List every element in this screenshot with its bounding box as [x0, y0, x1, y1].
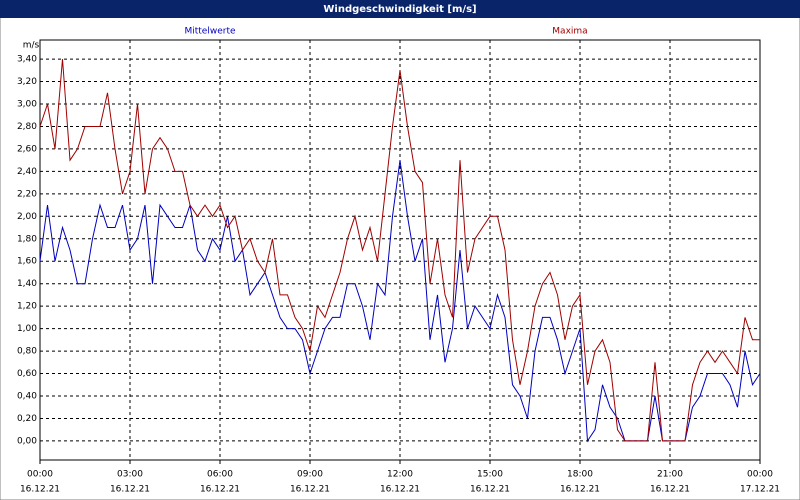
window-title: Windgeschwindigkeit [m/s] — [323, 4, 476, 15]
x-tick-label: 12:00 — [387, 470, 413, 480]
y-tick-label: 2,80 — [17, 122, 37, 132]
y-tick-label: 1,60 — [17, 257, 37, 267]
y-tick-label: 3,20 — [17, 77, 37, 87]
y-tick-label: 1,40 — [17, 279, 37, 289]
series-line — [39, 59, 760, 442]
y-tick-label: 1,20 — [17, 302, 37, 312]
x-tick-label: 00:00 — [27, 470, 53, 480]
x-tick-date: 16.12.21 — [110, 485, 150, 495]
x-tick-label: 21:00 — [657, 470, 683, 480]
x-tick-date: 16.12.21 — [560, 485, 600, 495]
y-tick-label: 0,20 — [17, 414, 37, 424]
x-tick-date: 16.12.21 — [470, 485, 510, 495]
x-tick-date: 16.12.21 — [200, 485, 240, 495]
y-tick-label: 0,80 — [17, 347, 37, 357]
y-axis-label: m/s — [23, 41, 40, 51]
y-tick-label: 2,60 — [17, 144, 37, 154]
y-tick-label: 1,80 — [17, 234, 37, 244]
y-tick-label: 2,20 — [17, 189, 37, 199]
x-tick-date: 16.12.21 — [650, 485, 690, 495]
x-tick-date: 17.12.21 — [740, 485, 780, 495]
x-tick-label: 15:00 — [477, 470, 503, 480]
y-tick-label: 3,00 — [17, 100, 37, 110]
x-tick-date: 16.12.21 — [20, 485, 60, 495]
legend-entry: Maxima — [552, 27, 587, 37]
y-tick-label: 1,00 — [17, 324, 37, 334]
x-tick-date: 16.12.21 — [380, 485, 420, 495]
x-tick-label: 18:00 — [567, 470, 593, 480]
y-tick-label: 2,40 — [17, 167, 37, 177]
y-tick-label: 2,00 — [17, 212, 37, 222]
y-tick-label: 3,40 — [17, 55, 37, 65]
y-tick-label: 0,60 — [17, 369, 37, 379]
x-tick-label: 00:00 — [747, 470, 773, 480]
legend-entry: Mittelwerte — [184, 27, 235, 37]
y-tick-label: 0,00 — [17, 436, 37, 446]
x-tick-label: 06:00 — [207, 470, 233, 480]
x-tick-date: 16.12.21 — [290, 485, 330, 495]
y-tick-label: 0,40 — [17, 391, 37, 401]
x-tick-label: 09:00 — [297, 470, 323, 480]
x-tick-label: 03:00 — [117, 470, 143, 480]
title-bar — [0, 0, 800, 18]
